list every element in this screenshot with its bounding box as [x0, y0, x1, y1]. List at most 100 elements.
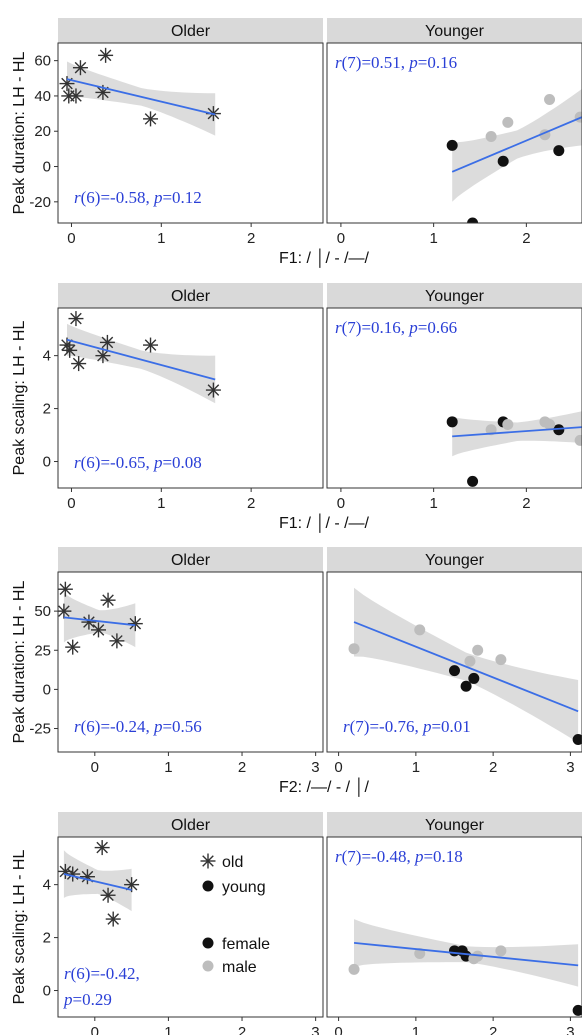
- y-axis-label: Peak scaling: LH - HL: [11, 321, 28, 476]
- x-tick-label: 1: [412, 1024, 420, 1035]
- legend-label: young: [222, 879, 266, 896]
- panel-strip: [58, 547, 323, 572]
- stat-annotation-var: r: [74, 453, 81, 472]
- data-point-male: [574, 434, 582, 446]
- y-axis-label: Peak duration: LH - HL: [11, 52, 28, 215]
- data-point-male: [472, 644, 484, 656]
- data-point-old-stroke: [99, 49, 112, 62]
- data-point-old: [62, 342, 78, 358]
- y-tick-label: 0: [43, 454, 51, 471]
- x-tick-label: 1: [412, 759, 420, 776]
- x-tick-label: 2: [522, 495, 530, 512]
- data-point-old-stroke: [59, 865, 72, 878]
- data-point-old-stroke: [92, 624, 105, 636]
- fit-line: [451, 116, 582, 173]
- fit-line: [66, 338, 216, 381]
- data-point-old-stroke: [59, 583, 72, 596]
- data-point-old-stroke: [102, 594, 114, 606]
- data-point-old-stroke: [83, 616, 95, 628]
- y-tick-label: 20: [34, 123, 51, 140]
- data-point-female: [467, 475, 479, 487]
- legend-female-icon: [202, 937, 214, 949]
- panel-plot-area: [59, 311, 221, 404]
- stat-annotation-var: r: [343, 717, 350, 736]
- legend: old young female male: [200, 853, 270, 976]
- x-tick-label: 0: [67, 495, 75, 512]
- data-point-old-stroke: [207, 384, 220, 396]
- data-point-old: [71, 356, 87, 372]
- stat-annotation-var: p: [408, 53, 418, 72]
- stat-annotation-var: r: [74, 188, 81, 207]
- stat-annotation-part: =0.66: [418, 318, 457, 337]
- legend-old-icon: [200, 853, 216, 869]
- data-point-old: [127, 616, 143, 632]
- data-point-old-stroke: [70, 90, 82, 102]
- data-point-old: [143, 337, 159, 353]
- data-point-female: [553, 145, 565, 157]
- data-point-old: [59, 76, 75, 92]
- panel-strip: [327, 547, 582, 572]
- panel-title: Older: [171, 23, 211, 40]
- legend-old-icon-stroke: [202, 855, 214, 867]
- data-point-old: [90, 622, 106, 638]
- panel-younger: Younger 0 1 2 r(7)=0.51, p=0.16: [326, 18, 582, 247]
- fit-line: [353, 621, 579, 713]
- data-point-old-stroke: [72, 357, 85, 370]
- stat-annotation-part: =0.16: [418, 53, 457, 72]
- stat-annotation: p=0.29: [63, 990, 112, 1009]
- panel-title: Younger: [425, 817, 485, 834]
- data-point-old-stroke: [74, 61, 87, 74]
- data-point-female: [497, 155, 509, 167]
- data-point-female: [468, 672, 480, 684]
- panel-title: Younger: [425, 23, 485, 40]
- x-tick-label: 0: [91, 759, 99, 776]
- data-point-old-stroke: [66, 868, 79, 880]
- y-tick-label: 50: [34, 603, 51, 620]
- stat-annotation: r(7)=0.16, p=0.66: [335, 318, 457, 337]
- data-point-old-stroke: [107, 913, 120, 925]
- data-point-old-stroke: [58, 605, 70, 617]
- stat-annotation-part: (6)=-0.42,: [71, 964, 140, 983]
- x-tick-label: 2: [238, 759, 246, 776]
- panel-frame: [326, 571, 582, 753]
- x-tick-label: 0: [91, 1024, 99, 1035]
- confidence-band: [354, 587, 579, 743]
- panel-strip: [327, 18, 582, 43]
- fit-line: [63, 616, 136, 627]
- x-tick-label: 1: [164, 759, 172, 776]
- data-point-old: [205, 382, 221, 398]
- data-point-old-stroke: [66, 641, 79, 653]
- data-point-old: [99, 334, 115, 350]
- data-point-male: [348, 963, 360, 975]
- x-tick-label: 2: [522, 230, 530, 247]
- stat-annotation-part: =0.12: [162, 188, 201, 207]
- panel-plot-area: [58, 581, 143, 655]
- data-point-old-stroke: [144, 339, 157, 351]
- data-point-old: [72, 60, 88, 76]
- stat-annotation-var: r: [64, 964, 71, 983]
- panel-strip: [327, 812, 582, 837]
- y-tick-label: 2: [43, 930, 51, 947]
- stat-annotation-part: (7)=-0.76,: [350, 717, 423, 736]
- data-point-male: [495, 654, 507, 666]
- stat-annotation-var: p: [422, 717, 432, 736]
- panel-title: Older: [171, 817, 211, 834]
- x-tick-label: 0: [337, 495, 345, 512]
- data-point-female: [449, 665, 460, 677]
- data-point-old-stroke: [102, 889, 114, 902]
- y-tick-label: 4: [43, 877, 51, 894]
- panel-younger: Younger 0 1 2 3 r(7)=-0.76, p=0.01: [326, 547, 582, 776]
- panel-younger: Younger 0 1 2 3 r(7)=-0.48, p=0.18: [326, 812, 582, 1035]
- y-tick-label: -20: [29, 194, 51, 211]
- stat-annotation: r(7)=-0.76, p=0.01: [343, 717, 471, 736]
- stat-annotation-var: p: [414, 847, 424, 866]
- x-tick-label: 3: [311, 759, 319, 776]
- panel-younger: Younger 0 1 2 r(7)=0.16, p=0.66: [326, 283, 582, 512]
- data-point-old: [79, 869, 95, 885]
- confidence-band: [63, 850, 132, 912]
- fit-line: [452, 426, 582, 438]
- confidence-band: [67, 323, 216, 404]
- panel-strip: [58, 283, 323, 308]
- stat-annotation-part: (7)=-0.48,: [342, 847, 415, 866]
